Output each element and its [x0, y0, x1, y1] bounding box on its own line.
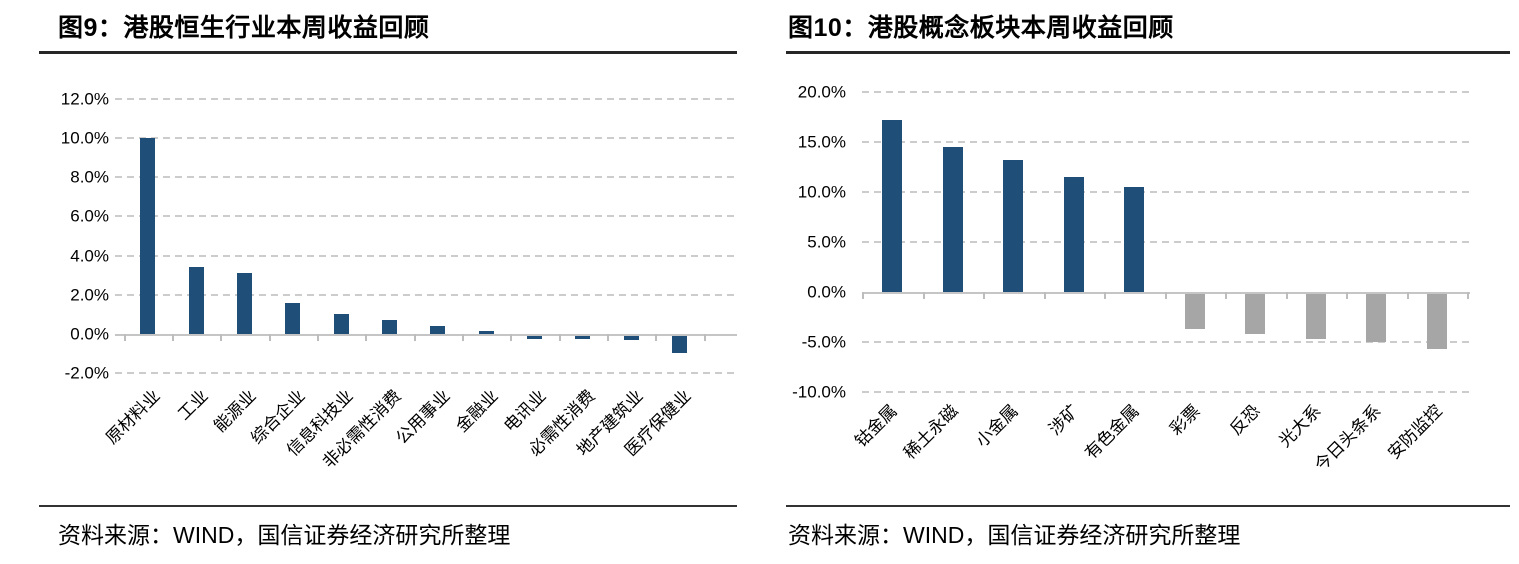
- bar: [333, 314, 349, 334]
- axis-tick: [316, 334, 319, 341]
- x-tick-label: 钴金属: [851, 401, 901, 451]
- y-tick-label: 15.0%: [797, 132, 846, 152]
- bar: [575, 336, 591, 339]
- bar: [140, 138, 156, 334]
- x-tick-label: 工业: [174, 386, 212, 424]
- x-axis-line: [115, 334, 737, 336]
- y-tick-label: -10.0%: [792, 382, 846, 402]
- title-underline: [786, 51, 1510, 54]
- chart-title: 图10：港股概念板块本周收益回顾: [788, 14, 1174, 42]
- axis-tick: [510, 334, 513, 341]
- y-tick-label: 8.0%: [70, 167, 109, 187]
- chart-canvas: 12.0% 10.0% 8.0% 6.0% 4.0% 2.0% 0.0% -2.0% 原材料业工…: [39, 0, 737, 564]
- axis-tick: [123, 334, 126, 341]
- axis-tick: [1406, 292, 1409, 299]
- gridline: [115, 215, 737, 218]
- axis-tick: [268, 334, 271, 341]
- chart-panel-hs-industry: 图9：港股恒生行业本周收益回顾 12.0% 10.0% 8.0% 6.0% 4.0% 2.…: [39, 0, 737, 564]
- axis-tick: [922, 292, 925, 299]
- gridline: [115, 97, 737, 100]
- bar: [188, 267, 204, 334]
- chart-panel-hk-concept: 图10：港股概念板块本周收益回顾 20.0% 15.0% 10.0% 5.0% 0.0%…: [786, 0, 1510, 564]
- bar: [882, 120, 903, 292]
- source-text: 资料来源：WIND，国信证券经济研究所整理: [788, 522, 1241, 548]
- x-tick-label: 涉矿: [1045, 401, 1083, 439]
- y-tick-label: -2.0%: [64, 363, 109, 383]
- axis-tick: [1104, 292, 1106, 299]
- axis-tick: [558, 334, 561, 341]
- bar: [623, 336, 639, 340]
- axis-tick: [862, 292, 864, 299]
- bar: [671, 336, 687, 353]
- axis-tick: [413, 334, 416, 341]
- bar: [1305, 294, 1326, 339]
- y-tick-label: 6.0%: [70, 206, 109, 226]
- bar: [526, 336, 542, 339]
- y-tick-label: 10.0%: [60, 128, 109, 148]
- axis-tick: [1043, 292, 1046, 299]
- gridline: [115, 372, 737, 375]
- gridline: [862, 241, 1470, 243]
- y-tick-label: 4.0%: [70, 246, 109, 266]
- bar: [1366, 294, 1387, 342]
- chart-canvas: 20.0% 15.0% 10.0% 5.0% 0.0% -5.0% -10.0% 钴金属 稀土永…: [786, 0, 1510, 564]
- bar: [942, 147, 963, 292]
- bar: [381, 320, 397, 334]
- bar: [1245, 294, 1266, 334]
- bar: [1063, 177, 1084, 292]
- bar: [1003, 160, 1024, 292]
- bar: [1184, 294, 1205, 329]
- x-tick-label: 安防监控: [1383, 401, 1446, 463]
- x-tick-label: 稀土永磁: [899, 401, 962, 463]
- bar: [236, 273, 252, 334]
- source-divider: [786, 505, 1510, 507]
- axis-tick: [1225, 292, 1227, 299]
- bar: [478, 331, 494, 334]
- y-tick-label: 20.0%: [797, 82, 846, 102]
- y-tick-label: 10.0%: [797, 182, 846, 202]
- y-tick-label: 2.0%: [70, 285, 109, 305]
- source-divider: [39, 505, 737, 507]
- gridline: [115, 254, 737, 257]
- gridline: [862, 91, 1470, 93]
- y-tick-label: 12.0%: [60, 89, 109, 109]
- axis-tick: [983, 292, 985, 299]
- x-tick-label: 彩票: [1166, 401, 1204, 439]
- x-tick-label: 反恐: [1226, 401, 1264, 439]
- y-tick-label: 0.0%: [807, 282, 846, 302]
- axis-tick: [1164, 292, 1167, 299]
- y-tick-label: -5.0%: [801, 332, 846, 352]
- axis-tick: [606, 334, 609, 341]
- gridline: [862, 391, 1470, 393]
- gridline: [115, 137, 737, 139]
- title-underline: [39, 51, 737, 54]
- bar: [430, 326, 446, 334]
- x-tick-label: 金融业: [452, 386, 502, 436]
- x-tick-label: 有色金属: [1081, 401, 1143, 463]
- y-tick-label: 0.0%: [70, 324, 109, 344]
- x-tick-label: 小金属: [972, 401, 1022, 451]
- chart-title: 图9：港股恒生行业本周收益回顾: [58, 14, 430, 42]
- axis-tick: [1467, 292, 1469, 299]
- gridline: [862, 191, 1470, 193]
- bar: [285, 302, 301, 334]
- gridline: [862, 141, 1470, 143]
- axis-tick: [1285, 292, 1288, 299]
- axis-tick: [171, 334, 174, 341]
- axis-tick: [655, 334, 658, 341]
- gridline: [115, 293, 737, 296]
- bar: [1426, 294, 1447, 349]
- axis-tick: [461, 334, 464, 341]
- axis-tick: [220, 334, 223, 341]
- source-text: 资料来源：WIND，国信证券经济研究所整理: [58, 522, 511, 548]
- axis-tick: [365, 334, 368, 341]
- x-tick-label: 原材料业: [101, 386, 164, 448]
- bar: [1124, 187, 1145, 292]
- y-tick-label: 5.0%: [807, 232, 846, 252]
- x-tick-label: 光大系: [1274, 401, 1325, 451]
- axis-tick: [703, 334, 706, 341]
- axis-tick: [1346, 292, 1348, 299]
- gridline: [862, 341, 1470, 343]
- gridline: [115, 176, 737, 179]
